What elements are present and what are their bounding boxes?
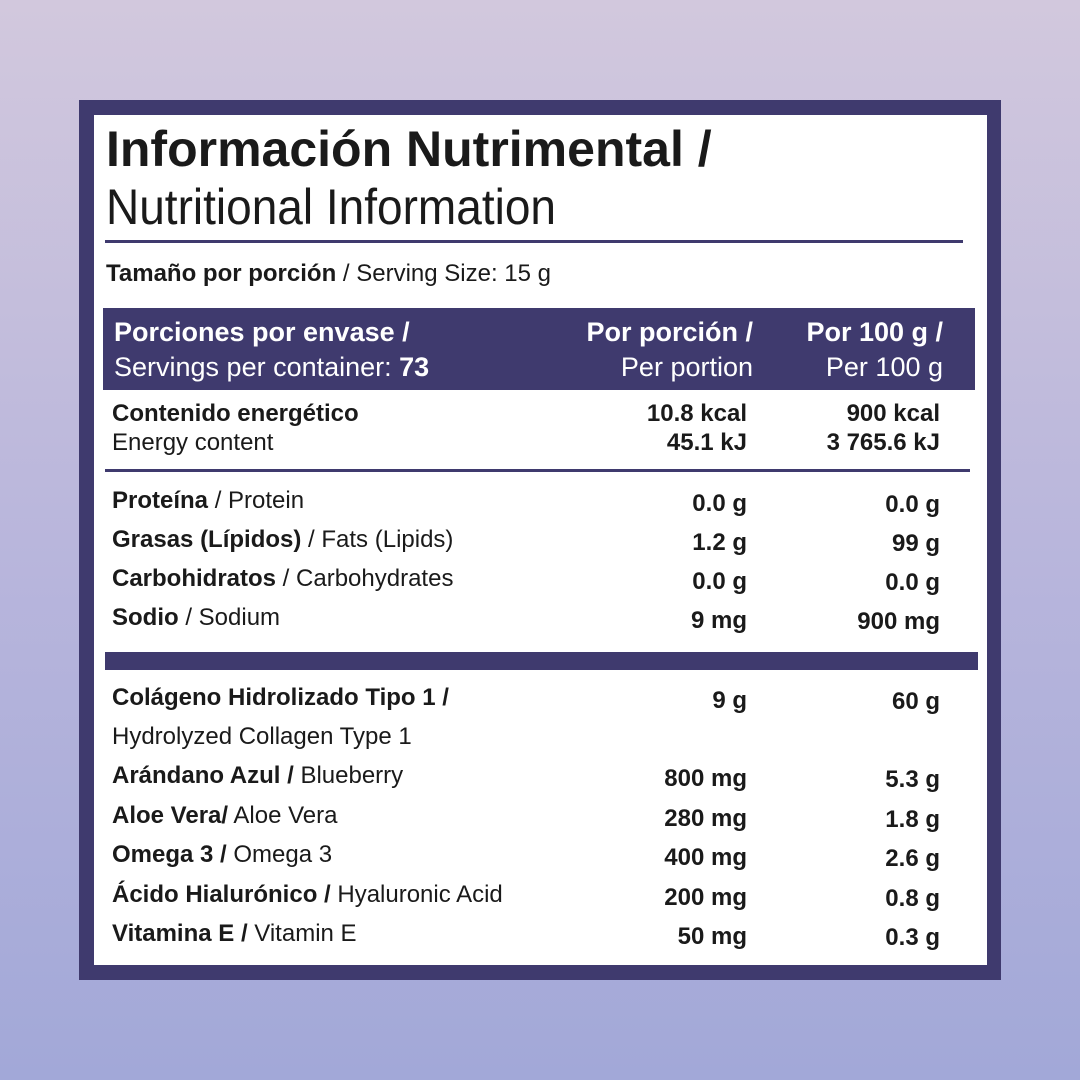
label-en: / Sodium (178, 604, 281, 631)
value-per-100g: 99 g (891, 530, 940, 557)
value-per-100g: 2.6 g (885, 845, 940, 872)
value-per-portion: 0.0 g (692, 490, 747, 517)
serving-label-es: Tamaño por porción (106, 260, 337, 287)
divider-thick (105, 652, 978, 670)
col0-en: Servings per container: 73 (114, 350, 429, 384)
kcal-100: 900 kcal (846, 400, 940, 427)
label-en: Hydrolyzed Collagen Type 1 (112, 723, 412, 750)
label-es: Carbohidratos (112, 565, 277, 592)
kcal-portion: 10.8 kcal (646, 400, 747, 427)
value-per-100g: 5.3 g (885, 766, 940, 793)
value-per-portion: 400 mg (664, 844, 747, 871)
row-label: Colágeno Hidrolizado Tipo 1 / (112, 684, 449, 712)
col0-es: Porciones por envase / (114, 317, 410, 347)
value-per-100g: 0.8 g (885, 884, 940, 912)
row-label: Vitamina E / Vitamin E (112, 920, 357, 948)
value-per-portion: 800 mg (664, 765, 747, 792)
label-en: / Fats (Lipids) (301, 526, 454, 553)
row-label: Aloe Vera/ Aloe Vera (112, 802, 337, 830)
col2-en: Per 100 g (825, 352, 943, 382)
label-es: Sodio (112, 604, 179, 631)
value-per-portion: 9 mg (690, 607, 747, 634)
value-per-portion: 280 mg (664, 804, 747, 832)
value-per-portion: 200 mg (664, 883, 747, 911)
value-per-100g: 0.0 g (885, 491, 940, 518)
energy-label-es: Contenido energético (112, 400, 359, 427)
row-label: Ácido Hialurónico / Hyaluronic Acid (112, 881, 503, 909)
kj-100: 3 765.6 kJ (826, 429, 940, 456)
value-per-100g: 1.8 g (885, 805, 940, 833)
value-per-portion: 9 g (712, 687, 747, 714)
label-en: Aloe Vera (228, 801, 338, 829)
divider (105, 469, 970, 472)
value-per-portion: 1.2 g (692, 529, 747, 556)
value-per-portion: 50 mg (677, 923, 747, 950)
kj-portion: 45.1 kJ (666, 429, 747, 456)
value-per-100g: 60 g (891, 688, 940, 715)
label-es: Vitamina E / (112, 920, 248, 947)
label-es: Colágeno Hidrolizado Tipo 1 / (112, 684, 449, 711)
value-per-100g: 900 mg (857, 608, 940, 635)
label-frame: Información Nutrimental / Nutritional In… (79, 100, 1001, 980)
servings-count: 73 (399, 352, 430, 382)
col1-en: Per portion (620, 352, 753, 382)
serving-size: Tamaño por porción / Serving Size: 15 g (106, 260, 551, 288)
title-en: Nutritional Information (106, 179, 556, 235)
title-es: Información Nutrimental / (106, 121, 712, 177)
label-es: Omega 3 / (112, 841, 227, 868)
label-en: / Protein (208, 487, 305, 514)
value-per-portion: 0.0 g (692, 568, 747, 595)
col1-es: Por porción / (586, 317, 753, 347)
row-label: Sodio / Sodium (112, 604, 280, 632)
label-en: / Carbohydrates (276, 565, 454, 592)
row-label: Proteína / Protein (112, 487, 304, 515)
value-per-100g: 0.3 g (885, 924, 940, 951)
row-label: Carbohidratos / Carbohydrates (112, 565, 453, 593)
energy-label-en: Energy content (112, 429, 274, 456)
row-label: Arándano Azul / Blueberry (112, 762, 403, 790)
value-per-100g: 0.0 g (885, 569, 940, 596)
label-es: Grasas (Lípidos) (112, 526, 302, 553)
serving-label-en: / Serving Size: 15 g (336, 260, 552, 287)
label-en: Omega 3 (226, 841, 333, 868)
nutrition-label: Información Nutrimental / Nutritional In… (94, 115, 987, 965)
label-en: Blueberry (293, 762, 404, 789)
row-label: Grasas (Lípidos) / Fats (Lipids) (112, 526, 453, 554)
label-es: Arándano Azul / (112, 762, 294, 789)
divider (105, 240, 963, 243)
label-en: Hyaluronic Acid (330, 880, 503, 908)
label-es: Proteína (112, 487, 209, 514)
servings-label: Servings per container: (114, 352, 400, 382)
table-header: Porciones por envase / Servings per cont… (103, 308, 975, 390)
label-es: Aloe Vera/ (112, 801, 229, 829)
col2-es: Por 100 g / (806, 317, 943, 347)
label-es: Ácido Hialurónico / (112, 880, 331, 908)
row-label: Omega 3 / Omega 3 (112, 841, 332, 869)
label-en: Vitamin E (247, 920, 357, 947)
